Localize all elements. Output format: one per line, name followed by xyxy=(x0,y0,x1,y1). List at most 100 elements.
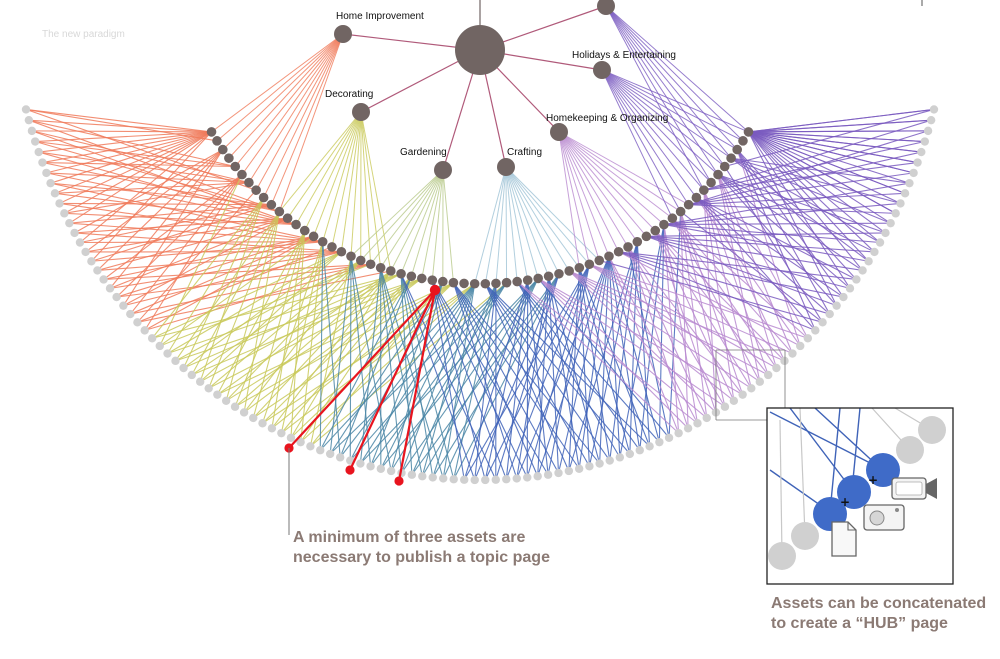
asset-node xyxy=(27,126,37,136)
asset-node xyxy=(335,453,345,462)
asset-node xyxy=(119,301,128,310)
topic-node xyxy=(244,177,254,188)
topic-node xyxy=(732,144,742,155)
asset-node xyxy=(533,472,542,481)
asset-node xyxy=(870,247,879,257)
image-icon xyxy=(863,504,905,531)
asset-node xyxy=(105,284,115,293)
asset-node xyxy=(852,275,861,284)
asset-node xyxy=(839,292,848,302)
asset-node xyxy=(140,326,149,335)
asset-node xyxy=(926,115,936,125)
asset-node xyxy=(155,341,164,351)
asset-node xyxy=(891,209,900,218)
asset-node xyxy=(249,413,258,423)
asset-node xyxy=(460,475,469,484)
asset-node xyxy=(864,257,873,266)
asset-node xyxy=(147,334,157,343)
asset-node xyxy=(772,363,781,373)
highlight-link xyxy=(288,289,436,449)
asset-node xyxy=(738,390,747,399)
asset-node xyxy=(60,209,69,218)
topic-node xyxy=(480,278,491,289)
asset-node xyxy=(923,126,933,136)
topic-node xyxy=(713,169,723,180)
asset-nodes xyxy=(21,105,939,485)
asset-node xyxy=(65,218,74,228)
topic-node xyxy=(659,219,669,230)
topic-node xyxy=(438,276,448,287)
hub-inset: + + xyxy=(766,407,954,585)
asset-node xyxy=(674,428,683,438)
asset-node xyxy=(296,437,305,447)
asset-node xyxy=(512,474,521,483)
asset-node xyxy=(386,466,396,476)
asset-node xyxy=(755,377,765,386)
category-node-gardening xyxy=(434,161,452,179)
asset-node xyxy=(832,301,841,310)
topic-node xyxy=(230,161,241,172)
zoom-pointer xyxy=(288,349,786,535)
asset-node xyxy=(655,437,664,447)
topic-node xyxy=(365,259,376,270)
asset-node xyxy=(909,168,918,178)
topic-node xyxy=(355,255,366,266)
topic-node xyxy=(564,266,574,276)
topic-node xyxy=(327,242,337,252)
asset-node xyxy=(788,349,797,358)
asset-node xyxy=(693,419,702,428)
asset-node xyxy=(720,402,730,411)
inset-hub-asset-node xyxy=(837,475,871,509)
asset-node xyxy=(428,473,437,482)
topic-node xyxy=(291,219,301,230)
highlight-asset-node xyxy=(345,465,355,475)
asset-node xyxy=(605,456,614,465)
topic-node xyxy=(282,213,293,224)
topic-node xyxy=(699,185,709,195)
asset-node xyxy=(42,168,51,178)
topic-node xyxy=(212,136,222,146)
topic-node xyxy=(251,185,261,195)
asset-node xyxy=(564,466,574,476)
asset-node xyxy=(543,470,553,479)
topic-node xyxy=(299,225,310,236)
topic-node xyxy=(738,136,748,146)
asset-node xyxy=(449,475,458,484)
asset-node xyxy=(574,464,584,473)
topic-node xyxy=(667,213,678,224)
topic-node xyxy=(206,127,217,137)
topic-node xyxy=(406,271,417,282)
topic-node xyxy=(396,268,406,279)
svg-text:+: + xyxy=(868,473,878,487)
asset-node xyxy=(615,453,625,462)
topic-node xyxy=(308,231,319,242)
topic-node xyxy=(650,225,661,236)
asset-node xyxy=(55,199,64,208)
asset-node xyxy=(729,396,739,405)
asset-node xyxy=(683,424,693,433)
asset-node xyxy=(664,433,674,442)
asset-node xyxy=(407,470,417,479)
asset-node xyxy=(30,137,40,146)
asset-node xyxy=(126,309,135,319)
asset-node xyxy=(913,158,922,167)
asset-node xyxy=(81,247,90,257)
callout-hub-line1: Assets can be concatenated xyxy=(771,595,987,612)
highlight-link xyxy=(349,289,436,471)
asset-node xyxy=(258,419,267,428)
asset-node xyxy=(811,326,820,335)
label-gardening: Gardening xyxy=(400,147,447,158)
asset-node xyxy=(325,449,335,459)
asset-node xyxy=(917,147,926,157)
asset-node xyxy=(376,464,386,473)
topic-node xyxy=(554,268,564,279)
callout-hub-page: Assets can be concatenated to create a “… xyxy=(771,594,986,634)
document-icon xyxy=(831,521,857,557)
callout-minimum-assets: A minimum of three assets are necessary … xyxy=(293,528,550,568)
asset-node xyxy=(845,284,855,293)
topic-node xyxy=(427,275,438,285)
topic-node xyxy=(218,144,228,155)
asset-node xyxy=(920,137,930,146)
topic-node xyxy=(501,277,512,288)
